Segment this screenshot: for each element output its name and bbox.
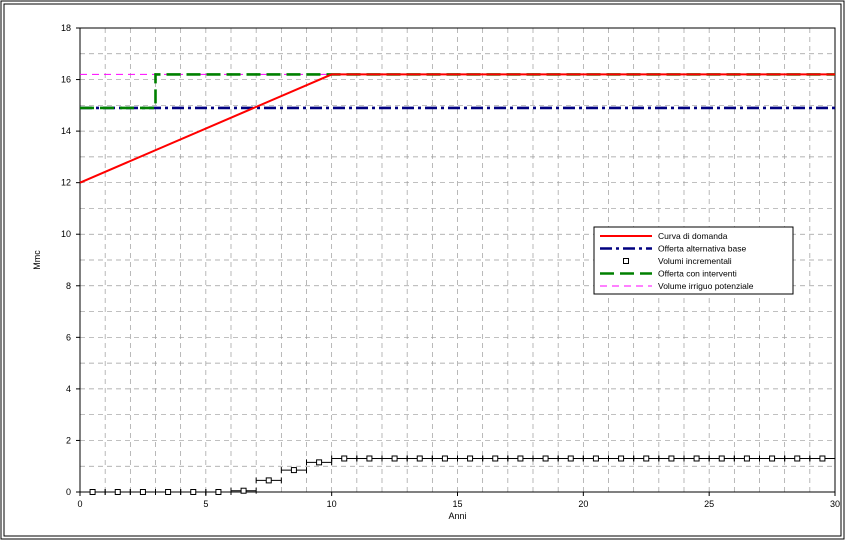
data-point-marker	[643, 455, 650, 462]
x-axis-title: Anni	[448, 511, 466, 521]
x-tick-label: 20	[578, 499, 588, 509]
data-point-marker	[668, 455, 675, 462]
legend-label: Volumi incrementali	[658, 256, 732, 266]
data-point-marker	[165, 489, 172, 495]
axis-ticks: 0 2 4 6 8 10 12 14 16 18 0 5 10 15 20 25 30	[61, 23, 840, 509]
data-point-marker	[743, 455, 750, 462]
x-tick-label: 0	[77, 499, 82, 509]
data-point-marker	[341, 455, 348, 462]
y-tick-label: 8	[66, 281, 71, 291]
series-curva-di-domanda	[79, 73, 835, 184]
data-point-marker	[215, 489, 222, 495]
data-point-marker	[366, 455, 373, 462]
legend-label: Volume irriguo potenziale	[658, 281, 754, 291]
data-point-marker	[567, 455, 574, 462]
data-point-marker	[190, 489, 197, 495]
y-tick-label: 4	[66, 384, 71, 394]
data-point-marker	[819, 455, 826, 462]
y-tick-label: 12	[61, 178, 71, 188]
data-point-marker	[391, 455, 398, 462]
x-tick-label: 25	[704, 499, 714, 509]
inner-border	[3, 3, 842, 537]
data-point-marker	[139, 489, 146, 495]
data-point-marker	[114, 489, 121, 495]
legend-swatch-marker	[623, 258, 629, 264]
data-point-marker	[240, 487, 247, 494]
data-point-marker	[542, 455, 549, 462]
y-tick-label: 6	[66, 332, 71, 342]
data-point-marker	[89, 489, 96, 495]
x-tick-label: 5	[203, 499, 208, 509]
legend-label: Curva di domanda	[658, 231, 728, 241]
x-tick-label: 30	[830, 499, 840, 509]
y-axis-title: Mmc	[32, 250, 42, 270]
data-point-marker	[441, 455, 448, 462]
y-tick-label: 0	[66, 487, 71, 497]
data-point-marker	[467, 455, 474, 462]
y-tick-label: 14	[61, 126, 71, 136]
data-point-marker	[618, 455, 625, 462]
data-point-marker	[290, 467, 297, 474]
data-point-marker	[718, 455, 725, 462]
data-point-marker	[794, 455, 801, 462]
data-point-marker	[416, 455, 423, 462]
data-point-marker	[769, 455, 776, 462]
x-tick-label: 15	[452, 499, 462, 509]
y-tick-label: 2	[66, 435, 71, 445]
legend-label: Offerta alternativa base	[658, 244, 746, 254]
y-tick-label: 18	[61, 23, 71, 33]
series-layer	[79, 73, 836, 495]
x-tick-label: 10	[327, 499, 337, 509]
y-tick-label: 16	[61, 75, 71, 85]
legend-label: Offerta con interventi	[658, 269, 737, 279]
data-point-marker	[316, 459, 323, 466]
data-point-marker	[693, 455, 700, 462]
data-point-marker	[492, 455, 499, 462]
y-tick-label: 10	[61, 229, 71, 239]
legend: Curva di domanda Offerta alternativa base…	[593, 226, 794, 295]
data-point-marker	[517, 455, 524, 462]
series-volumi-incrementali	[79, 455, 836, 495]
data-point-marker	[592, 455, 599, 462]
data-point-marker	[265, 477, 272, 484]
